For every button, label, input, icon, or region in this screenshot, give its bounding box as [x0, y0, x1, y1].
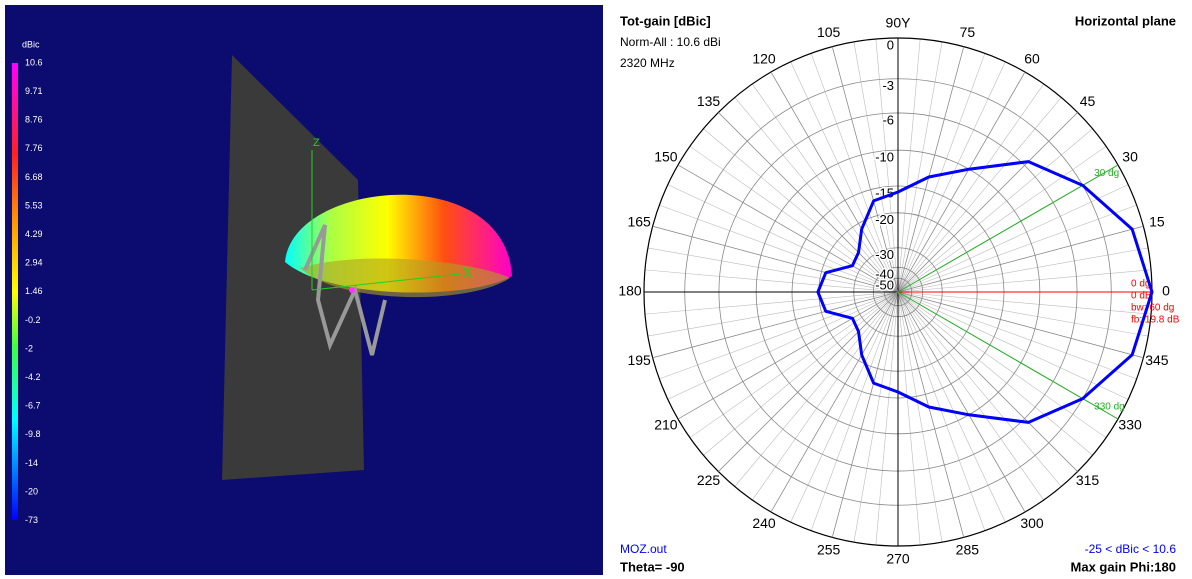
angle-label: 30	[1122, 149, 1138, 165]
minor-spoke	[876, 292, 898, 545]
angle-label: 45	[1080, 93, 1096, 109]
radial-label: 0	[887, 37, 894, 52]
minor-spoke	[898, 62, 1005, 292]
minor-spoke	[668, 292, 898, 399]
radial-label: -30	[875, 247, 894, 262]
angle-label: 225	[697, 472, 721, 488]
range: -25 < dBic < 10.6	[1085, 542, 1177, 556]
spoke	[898, 292, 1143, 358]
angle-label: 105	[817, 24, 841, 40]
scale-label: -4.2	[25, 372, 41, 382]
spoke	[898, 292, 964, 537]
minor-spoke	[659, 292, 898, 379]
angle-label: 210	[654, 417, 678, 433]
spoke	[678, 292, 898, 419]
spoke	[898, 226, 1143, 292]
app: dBic Z X 10.6 9.71 8.76 7.76 6.68 5.53 4.29 2.9…	[0, 0, 1192, 579]
radial-label: -50	[875, 278, 894, 293]
file: MOZ.out	[620, 542, 667, 556]
color-bar	[12, 63, 18, 520]
scale-label: -9.8	[25, 429, 41, 439]
scale-label: 4.29	[25, 229, 43, 239]
title: Tot-gain [dBic]	[620, 13, 711, 28]
angle-label: 270	[886, 551, 910, 567]
main-label: fb: 19.8 dB	[1131, 315, 1180, 326]
radial-label: -10	[875, 150, 894, 165]
angle-label: 195	[627, 352, 651, 368]
radial-label: -3	[882, 78, 894, 93]
scale-label: 2.94	[25, 258, 43, 268]
minor-spoke	[898, 205, 1137, 292]
marker-label: 30 dg	[1094, 168, 1119, 179]
angle-label: 300	[1020, 515, 1044, 531]
z-label: Z	[313, 137, 320, 149]
angle-label: 240	[752, 515, 776, 531]
x-label: X	[463, 265, 473, 281]
plane: Horizontal plane	[1075, 13, 1176, 28]
max-gain: Max gain Phi:180	[1071, 559, 1176, 574]
minor-spoke	[898, 292, 920, 545]
angle-label: 90Y	[886, 15, 912, 31]
minor-spoke	[659, 205, 898, 292]
freq: 2320 MHz	[620, 56, 675, 70]
minor-spoke	[898, 292, 1151, 314]
angle-label: 0	[1162, 283, 1170, 299]
marker-line	[898, 292, 1118, 419]
scale-label: -2	[25, 343, 33, 353]
radial-label: -20	[875, 212, 894, 227]
minor-spoke	[791, 292, 898, 522]
polar-plot: 0 15 30 45 60 75 90Y 105 120 135 150 165 180 195 210 22…	[618, 15, 1179, 567]
angle-label: 150	[654, 149, 678, 165]
angle-label: 75	[960, 24, 976, 40]
scale-label: -73	[25, 515, 38, 525]
scale-label: -0.2	[25, 315, 41, 325]
main-label: bw: 60 dg	[1131, 303, 1174, 314]
angle-label: 135	[697, 93, 721, 109]
3d-view: dBic Z X 10.6 9.71 8.76 7.76 6.68 5.53 4.29 2.9…	[5, 5, 603, 575]
angle-label: 330	[1118, 417, 1142, 433]
norm: Norm-All : 10.6 dBi	[620, 35, 721, 49]
minor-spoke	[645, 270, 898, 292]
minor-spoke	[811, 292, 898, 531]
minor-spoke	[668, 185, 898, 292]
scale-label: 10.6	[25, 57, 43, 67]
angle-label: 15	[1149, 213, 1165, 229]
spoke	[678, 165, 898, 292]
spoke	[832, 292, 898, 537]
minor-spoke	[898, 292, 1005, 522]
scale-label: -20	[25, 486, 38, 496]
angle-label: 255	[817, 542, 841, 558]
minor-spoke	[898, 185, 1128, 292]
scale-label: 6.68	[25, 172, 43, 182]
angle-label: 315	[1076, 472, 1100, 488]
spoke	[898, 47, 964, 292]
radial-label: -6	[882, 112, 894, 127]
scale-label: -14	[25, 458, 38, 468]
minor-spoke	[898, 39, 920, 292]
spoke	[771, 292, 898, 512]
minor-spoke	[898, 292, 1137, 379]
angle-label: 180	[618, 283, 642, 299]
scale-label: -6.7	[25, 401, 41, 411]
unit: dBic	[22, 39, 40, 49]
scale-label: 8.76	[25, 115, 43, 125]
minor-spoke	[898, 270, 1151, 292]
minor-spoke	[645, 292, 898, 314]
theta: Theta= -90	[620, 559, 685, 574]
marker-line	[898, 165, 1118, 292]
angle-label: 345	[1145, 352, 1169, 368]
scale-label: 5.53	[25, 200, 43, 210]
scale-label: 9.71	[25, 86, 43, 96]
scale-label: 1.46	[25, 286, 43, 296]
minor-spoke	[898, 53, 985, 292]
minor-spoke	[898, 292, 1128, 399]
angle-label: 285	[956, 542, 980, 558]
scale-label: 7.76	[25, 143, 43, 153]
minor-spoke	[898, 292, 985, 531]
angle-label: 60	[1024, 51, 1040, 67]
angle-label: 120	[752, 51, 776, 67]
marker-label: 330 dg	[1094, 401, 1125, 412]
feed	[349, 287, 355, 293]
angle-label: 165	[627, 213, 651, 229]
